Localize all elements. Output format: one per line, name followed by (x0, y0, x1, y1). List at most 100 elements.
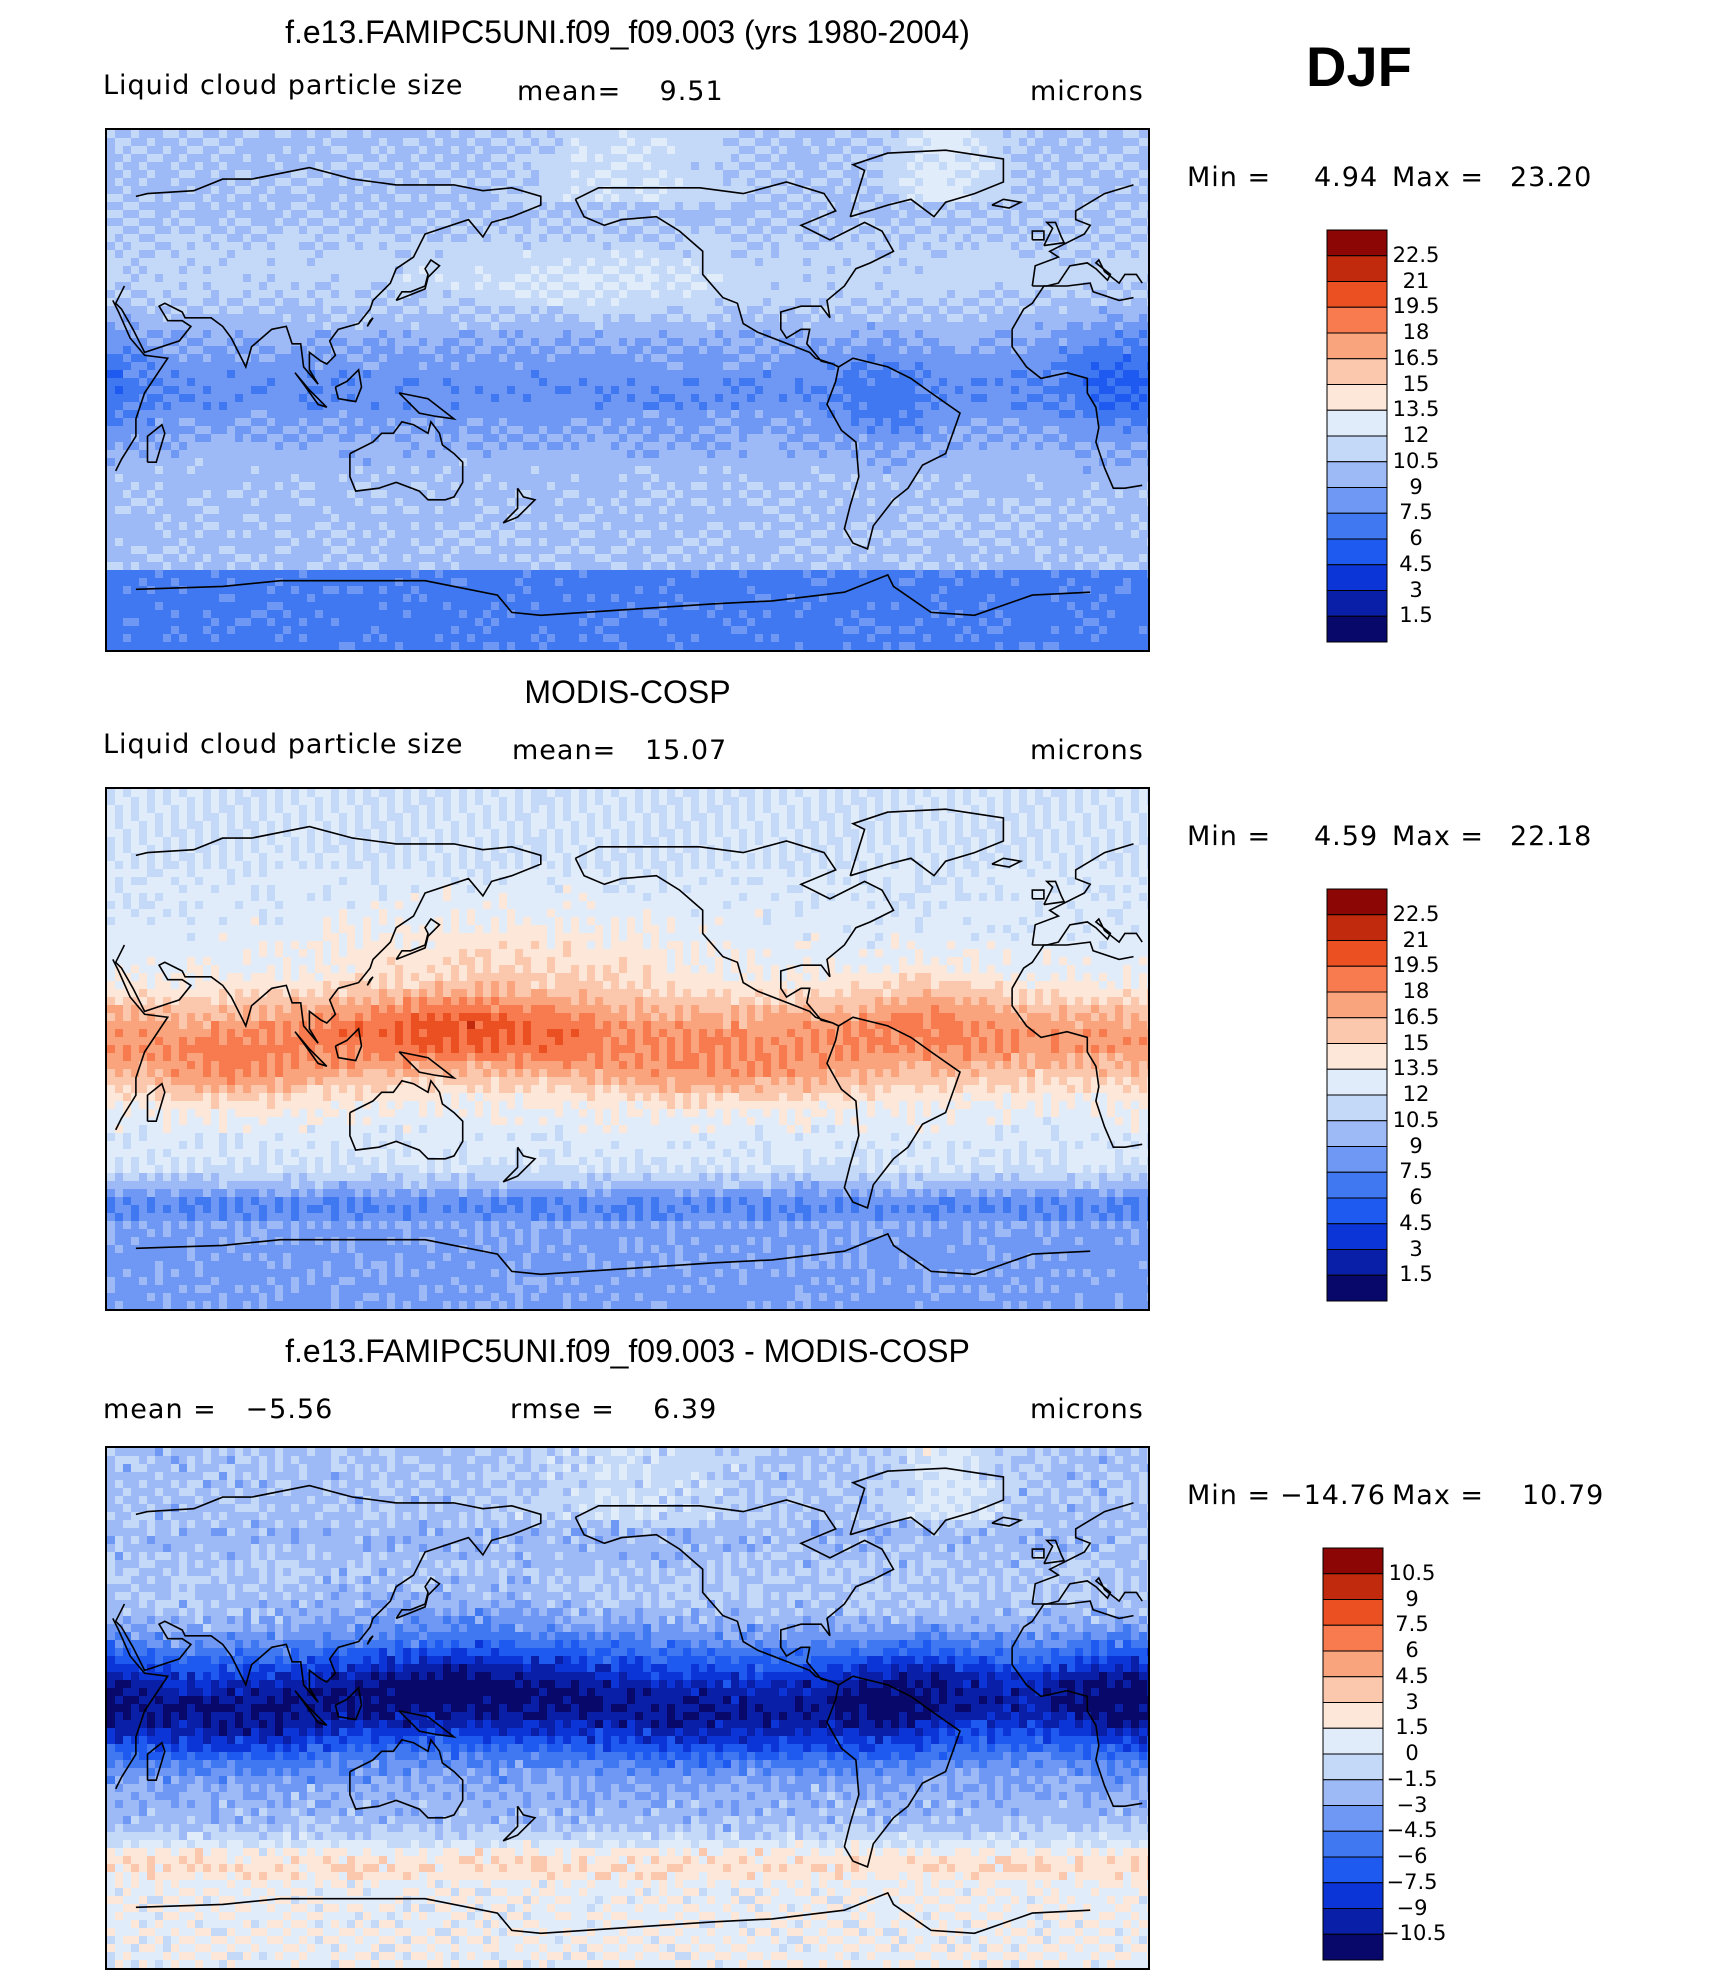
season-label: DJF (1306, 34, 1412, 99)
coastline (991, 857, 1024, 868)
coastline (146, 1741, 166, 1781)
panel-3-max-value: 10.79 (1522, 1480, 1604, 1511)
colorbar-tick-label: 19.5 (1386, 294, 1446, 318)
coastline (349, 1078, 464, 1160)
coastline (334, 368, 363, 403)
coastline (112, 1600, 1143, 1807)
colorbar-swatch (1322, 1702, 1384, 1729)
colorbar-swatch (1326, 1223, 1388, 1250)
colorbar-tick-label: 4.5 (1386, 1211, 1446, 1235)
colorbar-tick-label: 15 (1386, 372, 1446, 396)
colorbar-tick-label: 13.5 (1386, 1056, 1446, 1080)
colorbar-swatch (1322, 1753, 1384, 1781)
colorbar-swatch (1326, 229, 1388, 257)
panel-2-colorbar: 22.5 21 19.5 18 16.5 15 13.5 12 10.5 9 7.5 6 4.5 3 1.5 (1326, 888, 1439, 1302)
panel-1-max-label: Max = (1392, 162, 1484, 193)
panel-3-title: f.e13.FAMIPC5UNI.f09_f09.003 - MODIS-COS… (105, 1333, 1150, 1370)
colorbar-tick-label: 21 (1386, 269, 1446, 293)
field-cells (107, 789, 1148, 1309)
colorbar-swatch (1326, 1274, 1388, 1302)
colorbar-tick-label: 12 (1386, 1082, 1446, 1106)
coastline (849, 149, 1005, 218)
colorbar-swatch (1326, 358, 1388, 385)
coastline (114, 1484, 1143, 1703)
colorbar-tick-label: 15 (1386, 1031, 1446, 1055)
colorbar-swatch (1322, 1779, 1384, 1806)
coastline (1031, 230, 1045, 241)
colorbar-swatch (1326, 888, 1388, 916)
colorbar-tick-label: 10.5 (1386, 449, 1446, 473)
colorbar-tick-label: 16.5 (1386, 346, 1446, 370)
coastlines (112, 149, 1143, 617)
coastline (135, 573, 1091, 617)
coastline (1031, 889, 1045, 900)
colorbar-swatch (1326, 512, 1388, 540)
coastlines (112, 808, 1143, 1276)
coastline (366, 976, 374, 986)
coastline (398, 1051, 457, 1080)
coastline (366, 1635, 374, 1645)
panel-1-units: microns (1030, 76, 1144, 107)
panel-2-mean: mean= 15.07 (512, 735, 727, 766)
panel-1-colorbar: 22.5 21 19.5 18 16.5 15 13.5 12 10.5 9 7.5 6 4.5 3 1.5 (1326, 229, 1439, 643)
colorbar-tick-label: 6 (1382, 1638, 1442, 1662)
panel-1-min-value: 4.94 (1314, 162, 1378, 193)
panel-3-mean: mean = −5.56 (103, 1394, 333, 1425)
colorbar-swatch (1322, 1856, 1384, 1884)
colorbar-tick-label: 3 (1382, 1690, 1442, 1714)
panel-2-variable: Liquid cloud particle size (103, 729, 463, 760)
panel-2-max-value: 22.18 (1510, 821, 1592, 852)
colorbar-swatch (1326, 590, 1388, 617)
panel-1-max-value: 23.20 (1510, 162, 1592, 193)
colorbar-tick-label: 12 (1386, 423, 1446, 447)
coastline (349, 1737, 464, 1819)
panel-1-map (105, 128, 1150, 652)
colorbar-tick-label: 4.5 (1382, 1664, 1442, 1688)
coastline (502, 1146, 537, 1183)
colorbar-swatch (1326, 1146, 1388, 1173)
colorbar-tick-label: 18 (1386, 979, 1446, 1003)
coastline (1043, 1539, 1066, 1565)
coastline (114, 825, 1143, 1044)
colorbar-tick-label: 0 (1382, 1741, 1442, 1765)
colorbar-tick-label: 4.5 (1386, 552, 1446, 576)
panel-1-min-label: Min = (1187, 162, 1271, 193)
colorbar-swatch (1322, 1908, 1384, 1935)
field-cells (107, 130, 1148, 650)
colorbar-tick-label: 18 (1386, 320, 1446, 344)
colorbar-tick-label: −7.5 (1382, 1870, 1442, 1894)
colorbar-tick-label: 1.5 (1386, 1262, 1446, 1286)
panel-3-max-label: Max = (1392, 1480, 1484, 1511)
coastline (135, 1891, 1091, 1935)
panel-3-map (105, 1446, 1150, 1970)
coastline (395, 917, 441, 961)
colorbar-tick-label: 10.5 (1382, 1561, 1442, 1585)
colorbar-tick-label: 1.5 (1386, 603, 1446, 627)
colorbar-swatch (1322, 1933, 1384, 1961)
colorbar-swatch (1322, 1599, 1384, 1626)
panel-2-min-value: 4.59 (1314, 821, 1378, 852)
colorbar-swatch (1326, 914, 1388, 941)
colorbar-tick-label: −10.5 (1382, 1921, 1446, 1945)
panel-2-min-label: Min = (1187, 821, 1271, 852)
panel-1-mean: mean= 9.51 (517, 76, 724, 107)
colorbar-swatch (1326, 1017, 1388, 1044)
panel-1-title: f.e13.FAMIPC5UNI.f09_f09.003 (yrs 1980-2… (105, 14, 1150, 51)
coastline (294, 1031, 328, 1068)
colorbar-swatch (1326, 1171, 1388, 1199)
coastline (294, 372, 328, 409)
colorbar-swatch (1322, 1676, 1384, 1703)
coastline (991, 198, 1024, 209)
coastline (349, 419, 464, 501)
colorbar-swatch (1326, 255, 1388, 282)
colorbar-tick-label: −1.5 (1382, 1767, 1442, 1791)
colorbar-tick-label: 13.5 (1386, 397, 1446, 421)
colorbar-swatch (1322, 1650, 1384, 1678)
colorbar-swatch (1326, 487, 1388, 514)
coastline (135, 1232, 1091, 1276)
colorbar-swatch (1326, 461, 1388, 488)
colorbar-swatch (1326, 1120, 1388, 1147)
colorbar-swatch (1326, 564, 1388, 591)
colorbar-tick-label: 1.5 (1382, 1715, 1442, 1739)
coastline (1043, 221, 1066, 247)
